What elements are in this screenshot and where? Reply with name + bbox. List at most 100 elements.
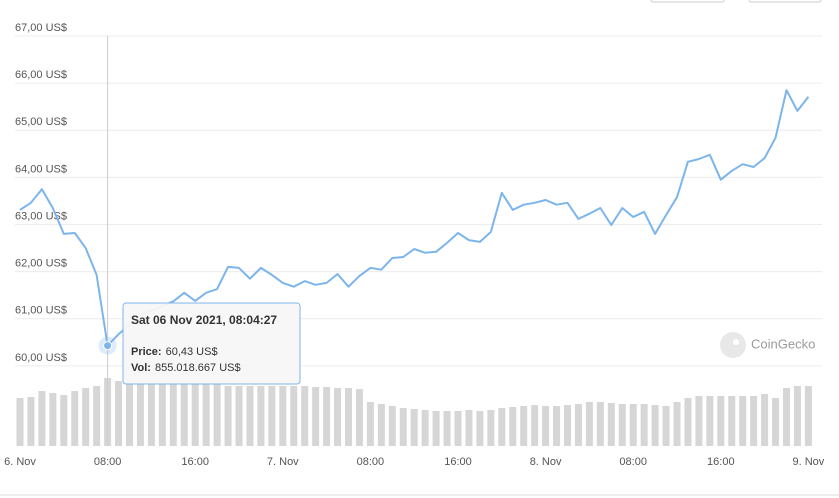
volume-bar (432, 410, 440, 446)
volume-bar (355, 389, 363, 446)
x-tick-label: 08:00 (619, 456, 647, 468)
volume-bar (366, 402, 374, 446)
x-tick-label: 8. Nov (530, 456, 562, 468)
volume-bar (334, 388, 342, 446)
y-tick-label: 64,00 US$ (15, 163, 67, 175)
volume-bar (147, 384, 155, 446)
volume-bar (71, 391, 79, 446)
volume-bar (235, 386, 243, 446)
x-tick-label: 7. Nov (267, 456, 299, 468)
tooltip: Sat 06 Nov 2021, 08:04:27 Price: 60,43 US$… (98, 36, 301, 446)
tooltip-vol-label: Vol: (131, 362, 151, 374)
volume-bar (115, 381, 123, 446)
volume-bar (750, 395, 758, 446)
volume-bar (454, 410, 462, 446)
watermark-logo-eye (733, 339, 739, 345)
volume-bar (596, 402, 604, 446)
volume-bar (93, 386, 101, 446)
volume-bar (761, 393, 769, 446)
volume-bar (246, 386, 254, 446)
volume-bar (213, 384, 221, 446)
volume-bar (443, 410, 451, 446)
volume-bar (728, 395, 736, 446)
watermark: CoinGecko (720, 332, 815, 358)
volume-bar (772, 398, 780, 446)
y-tick-label: 62,00 US$ (15, 258, 67, 270)
volume-bar (49, 393, 57, 446)
volume-bar (388, 405, 396, 446)
volume-bar (476, 410, 484, 446)
volume-bar (564, 405, 571, 446)
volume-bar (399, 407, 407, 446)
x-tick-label: 08:00 (357, 456, 385, 468)
volume-bar (651, 405, 659, 446)
volume-bar (804, 386, 812, 446)
volume-bar (717, 395, 725, 446)
x-tick-label: 08:00 (94, 456, 122, 468)
hover-marker (103, 341, 113, 351)
volume-bar (509, 407, 517, 446)
volume-bar (301, 386, 309, 446)
volume-bar (498, 407, 506, 446)
volume-bar (169, 384, 177, 446)
volume-bar (465, 409, 473, 446)
volume-bar (684, 398, 692, 446)
volume-bar (629, 403, 637, 446)
tooltip-date: Sat 06 Nov 2021, 08:04:27 (131, 313, 277, 327)
watermark-logo (720, 332, 746, 358)
y-tick-label: 66,00 US$ (15, 69, 67, 81)
volume-bar (38, 391, 46, 446)
volume-bar (793, 386, 801, 446)
watermark-text: CoinGecko (751, 336, 815, 351)
y-tick-label: 63,00 US$ (15, 210, 67, 222)
y-tick-label: 65,00 US$ (15, 116, 67, 128)
volume-bar (695, 395, 703, 446)
volume-bar (706, 395, 714, 446)
volume-bar (224, 386, 232, 446)
volume-bar (126, 384, 133, 446)
volume-bar (673, 402, 681, 446)
volume-bar (345, 388, 352, 446)
volume-bar (136, 384, 144, 446)
tooltip-box (122, 302, 301, 385)
volume-bar (739, 395, 747, 446)
volume-bar (421, 409, 429, 446)
volume-bar (662, 405, 670, 446)
volume-bar (520, 405, 528, 446)
volume-bar (82, 388, 90, 446)
volume-bar (410, 409, 418, 446)
volume-bar (585, 402, 593, 446)
x-tick-label: 16:00 (181, 456, 209, 468)
range-button[interactable] (748, 0, 822, 3)
volume-bar (487, 409, 495, 446)
volume-bar (574, 403, 582, 446)
tooltip-price-label: Price: (131, 346, 162, 358)
tooltip-vol: 855.018.667 US$ (155, 362, 241, 374)
volume-bar (16, 398, 24, 446)
volume-bar (268, 386, 276, 446)
volume-bar (202, 384, 210, 446)
x-tick-label: 9. Nov (793, 456, 825, 468)
range-button[interactable] (650, 0, 725, 3)
x-tick-label: 6. Nov (4, 456, 36, 468)
volume-bar (542, 405, 550, 446)
volume-bar (60, 395, 68, 446)
volume-bar (191, 384, 199, 446)
volume-bar (257, 386, 265, 446)
volume-bar (531, 405, 539, 446)
volume-bar (783, 388, 790, 446)
volume-bar (553, 405, 561, 446)
tooltip-price: 60,43 US$ (166, 346, 218, 358)
volume-bar (27, 396, 35, 446)
y-tick-label: 60,00 US$ (15, 352, 67, 364)
volume-bar (290, 386, 298, 446)
volume-bar (323, 386, 331, 446)
volume-bar (640, 403, 648, 446)
volume-bar (607, 402, 615, 446)
y-tick-label: 61,00 US$ (15, 305, 67, 317)
volume-bar (312, 386, 320, 446)
volume-bar (377, 403, 385, 446)
volume-bar (180, 384, 188, 446)
